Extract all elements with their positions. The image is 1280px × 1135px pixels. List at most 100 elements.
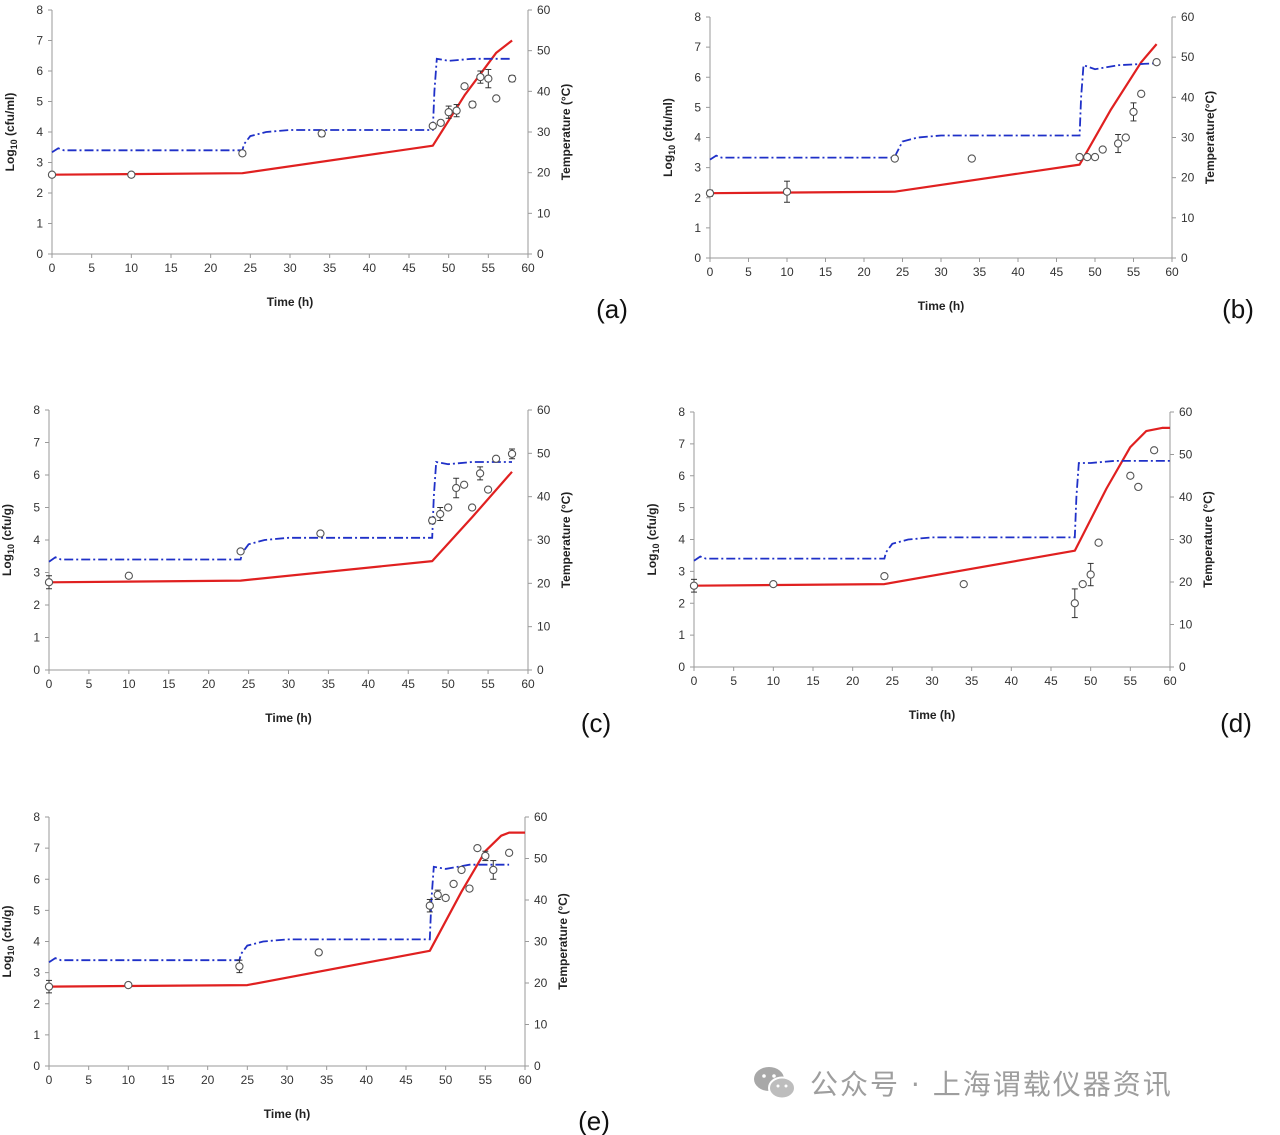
temperature-line [48,460,512,563]
y-tick-label: 4 [33,935,40,949]
y-tick-label: 0 [33,1059,40,1073]
x-tick-label: 35 [973,265,987,279]
panel-label: (a) [596,294,628,324]
x-tick-label: 55 [1127,265,1141,279]
y-tick-label: 1 [33,1028,40,1042]
observed-point [444,503,453,512]
y-tick-label: 1 [678,628,685,642]
y2-tick-label: 50 [534,852,548,866]
y2-tick-label: 20 [1181,171,1195,185]
x-tick-label: 30 [934,265,948,279]
predicted-growth-line [693,426,1170,587]
y-tick-label: 2 [694,191,701,205]
y-tick-label: 1 [36,217,43,231]
observed-point [1149,446,1159,455]
y2-tick-label: 0 [537,247,544,261]
y-tick-label: 5 [33,501,40,515]
y2-tick-label: 30 [537,533,551,547]
y-tick-label: 6 [678,469,685,483]
x-tick-label: 15 [806,674,820,688]
observed-point [465,884,474,893]
x-tick-label: 55 [482,261,496,275]
y2-tick-label: 60 [537,403,551,417]
y2-tick-label: 40 [1179,490,1193,504]
observed-point [314,948,323,957]
y-tick-label: 2 [33,997,40,1011]
y2-tick-label: 10 [1179,618,1193,632]
y-tick-label: 5 [36,95,43,109]
y-tick-label: 3 [678,564,685,578]
observed-point [705,189,715,198]
x-tick-label: 55 [1124,674,1138,688]
watermark: 公众号 · 上海谓载仪器资讯 [752,1060,1173,1106]
y2-tick-label: 0 [1179,660,1186,674]
x-tick-label: 45 [1050,265,1064,279]
panel-label: (c) [581,708,611,738]
y2-axis-label: Temperature (°C) [559,492,573,589]
observed-point [489,865,498,875]
chart-panel-d: 0 5 10 15 20 25 30 35 40 45 50 55 600123456780102030… [645,405,1252,738]
x-tick-label: 5 [86,677,93,691]
x-axis-label: Time (h) [264,1107,310,1121]
observed-point [444,108,453,117]
observed-point [1137,89,1146,98]
x-tick-label: 40 [363,261,377,275]
x-tick-label: 10 [767,674,781,688]
observed-point [47,170,57,179]
x-tick-label: 10 [122,677,136,691]
y-tick-label: 4 [36,125,43,139]
x-tick-label: 40 [362,677,376,691]
predicted-growth-line [709,43,1158,195]
observed-point [890,154,899,163]
predicted-growth-line [48,471,513,584]
y-tick-label: 7 [694,40,701,54]
observed-point [425,901,434,910]
y2-tick-label: 60 [1181,10,1195,24]
x-tick-label: 20 [204,261,218,275]
y-tick-label: 7 [33,841,40,855]
y2-tick-label: 50 [1179,448,1193,462]
observed-point [124,571,133,580]
y2-tick-label: 20 [534,976,548,990]
observed-point [483,485,493,494]
y-tick-label: 2 [678,596,685,610]
x-tick-label: 40 [1005,674,1019,688]
observed-point [452,106,461,115]
x-tick-label: 15 [162,677,176,691]
y-tick-label: 3 [33,566,40,580]
observed-point [457,865,466,875]
y-tick-label: 8 [33,810,40,824]
x-tick-label: 30 [280,1073,294,1087]
observed-point [481,851,490,861]
chart-panel-c: 0 5 10 15 20 25 30 35 40 45 50 55 600123456780102030… [0,403,611,738]
observed-point [316,529,325,538]
y2-tick-label: 0 [1181,251,1188,265]
x-tick-label: 25 [886,674,900,688]
y2-axis-label: Temperature(°C) [1203,91,1217,184]
predicted-growth-line [48,831,525,988]
panel-label: (d) [1220,708,1252,738]
y2-tick-label: 0 [534,1059,541,1073]
x-tick-label: 40 [1011,265,1025,279]
y2-tick-label: 10 [1181,211,1195,225]
y2-tick-label: 50 [537,446,551,460]
x-tick-label: 60 [1165,265,1179,279]
y-tick-label: 3 [36,156,43,170]
observed-point [428,121,437,131]
y-tick-label: 6 [36,64,43,78]
chart-panel-e: 0 5 10 15 20 25 30 35 40 45 50 55 600123456780102030… [0,810,610,1135]
y2-tick-label: 40 [537,490,551,504]
x-axis-label: Time (h) [267,295,313,309]
y-tick-label: 5 [33,903,40,917]
x-tick-label: 15 [161,1073,175,1087]
y-tick-label: 6 [694,70,701,84]
y-tick-label: 0 [694,251,701,265]
y-axis-label: Log10 (cfu/ml) [661,98,677,177]
observed-point [1075,152,1084,162]
observed-point [880,572,889,581]
y-tick-label: 5 [694,100,701,114]
observed-point [436,118,445,127]
x-tick-label: 20 [201,1073,215,1087]
x-axis-label: Time (h) [918,299,964,313]
